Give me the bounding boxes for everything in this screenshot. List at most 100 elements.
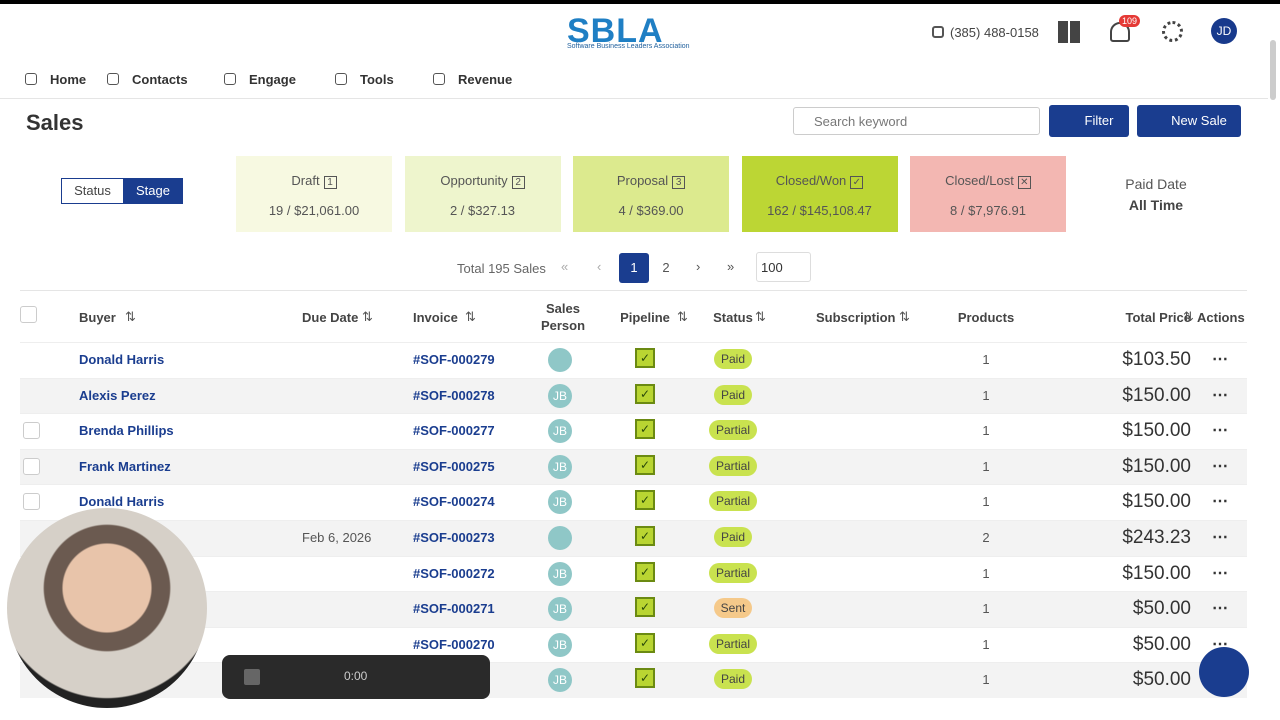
nav-item[interactable]: Engage [249, 72, 296, 87]
phone[interactable]: (385) 488-0158 [950, 25, 1039, 40]
page-button[interactable]: 1 [619, 253, 649, 283]
nav-item[interactable]: Tools [360, 72, 394, 87]
toggle-status[interactable]: Status [61, 178, 124, 204]
status-pill: Partial [693, 562, 773, 583]
apps-icon[interactable] [1058, 21, 1080, 43]
column-header: Products [957, 310, 1015, 325]
actions[interactable]: ⋯ [1212, 529, 1228, 546]
sort-icon: ⇅ [362, 309, 373, 324]
header-line [20, 290, 1247, 291]
sort-icon: ⇅ [755, 309, 766, 324]
notification-count: 109 [1119, 15, 1141, 27]
pipeline-check: ✓ [635, 668, 655, 689]
actions[interactable]: ⋯ [1212, 600, 1228, 618]
products: 1 [982, 636, 990, 652]
row [20, 591, 1247, 627]
row-checkbox[interactable] [23, 493, 40, 511]
products: 1 [982, 352, 990, 367]
column-header: Sales Person [540, 301, 586, 333]
nav-icon [25, 73, 37, 85]
actions[interactable]: ⋯ [1212, 457, 1228, 475]
sort-icon: ⇅ [1183, 309, 1194, 324]
nav-item[interactable]: Revenue [458, 72, 513, 87]
page-button[interactable]: 2 [662, 260, 670, 275]
invoice[interactable]: #SOF-000277 [413, 423, 495, 439]
toggle-stage[interactable]: Stage [123, 178, 183, 204]
avatar[interactable]: JD [1211, 18, 1237, 44]
column-header[interactable]: Due Date [302, 310, 359, 325]
row-checkbox[interactable] [23, 457, 40, 475]
column-header[interactable]: Status [713, 310, 753, 325]
column-header[interactable]: Subscription [816, 310, 896, 325]
sales-person: JB [548, 490, 572, 515]
divider [0, 98, 1268, 99]
buyer[interactable]: Frank Martinez [79, 458, 171, 474]
recorder-time: 0:00 [344, 669, 368, 683]
invoice[interactable]: #SOF-000274 [413, 494, 495, 510]
products: 1 [982, 601, 990, 617]
stage-card[interactable]: Closed/Won ✓ 162 / $145,108.47 [741, 156, 898, 232]
last-page[interactable]: » [727, 259, 735, 274]
invoice[interactable]: #SOF-000270 [413, 636, 495, 652]
invoice[interactable]: #SOF-000275 [413, 458, 495, 474]
chat-button[interactable] [1199, 647, 1249, 697]
column-header[interactable]: Buyer [79, 310, 116, 325]
stage-card[interactable]: Draft 1 19 / $21,061.00 [236, 156, 392, 232]
actions[interactable]: ⋯ [1212, 351, 1228, 368]
row [20, 484, 1247, 520]
first-page[interactable]: « [561, 259, 569, 274]
column-header: Actions [1197, 310, 1245, 325]
next-page[interactable]: › [696, 259, 701, 274]
stage-label: Closed/Won ✓ [742, 173, 898, 189]
sales-person: JB [548, 561, 572, 586]
status-pill: Paid [693, 384, 773, 405]
total-price: $150.00 [1122, 562, 1191, 584]
paid-date-value[interactable]: All Time [1128, 197, 1184, 213]
stage-label: Proposal 3 [573, 173, 729, 189]
buyer[interactable]: Donald Harris [79, 494, 165, 510]
buyer[interactable]: Alexis Perez [79, 387, 156, 403]
products: 2 [982, 530, 990, 545]
stop-button[interactable] [244, 669, 260, 685]
actions[interactable]: ⋯ [1212, 493, 1228, 511]
stage-name: Proposal [616, 173, 669, 188]
stage-card[interactable]: Proposal 3 4 / $369.00 [573, 156, 729, 232]
nav-item[interactable]: Home [50, 72, 87, 87]
select-all[interactable] [20, 306, 37, 323]
column-header[interactable]: Invoice [413, 310, 458, 325]
new-sale-button[interactable]: New Sale [1137, 105, 1241, 137]
sales-person: JB [548, 454, 572, 479]
column-header[interactable]: Pipeline [620, 310, 670, 325]
logo[interactable]: SBLA [567, 12, 664, 50]
column-header[interactable]: Total Price [1125, 310, 1191, 325]
nav-item[interactable]: Contacts [132, 72, 188, 87]
buyer[interactable]: Brenda Phillips [79, 423, 174, 439]
page-size[interactable]: 100 [756, 252, 811, 282]
invoice[interactable]: #SOF-000273 [413, 530, 495, 545]
invoice[interactable]: #SOF-000279 [413, 352, 495, 367]
sort-icon: ⇅ [125, 309, 136, 324]
row-checkbox[interactable] [23, 422, 40, 440]
settings[interactable] [1162, 21, 1183, 42]
prev-page[interactable]: ‹ [597, 259, 602, 274]
actions[interactable]: ⋯ [1212, 386, 1228, 404]
stage-card[interactable]: Closed/Lost ✕ 8 / $7,976.91 [910, 156, 1066, 232]
buyer[interactable]: Donald Harris [79, 352, 165, 367]
stage-label: Closed/Lost ✕ [910, 173, 1066, 189]
invoice[interactable]: #SOF-000271 [413, 601, 495, 617]
filter-button[interactable]: Filter [1049, 105, 1129, 137]
stage-summary: 4 / $369.00 [618, 203, 684, 218]
total-price: $150.00 [1122, 420, 1191, 442]
search[interactable]: Search keyword [793, 107, 1040, 135]
sales-person: JB [548, 383, 572, 408]
status: Partial [708, 455, 757, 476]
actions[interactable]: ⋯ [1212, 564, 1228, 582]
stage-card[interactable]: Opportunity 2 2 / $327.13 [404, 156, 561, 232]
invoice[interactable]: #SOF-000272 [413, 565, 495, 581]
actions[interactable]: ⋯ [1212, 422, 1228, 440]
status: Partial [708, 491, 757, 512]
invoice[interactable]: #SOF-000278 [413, 387, 495, 403]
recorder-bar[interactable]: 0:00 [222, 655, 490, 699]
row [20, 520, 1247, 556]
row [20, 342, 1247, 378]
